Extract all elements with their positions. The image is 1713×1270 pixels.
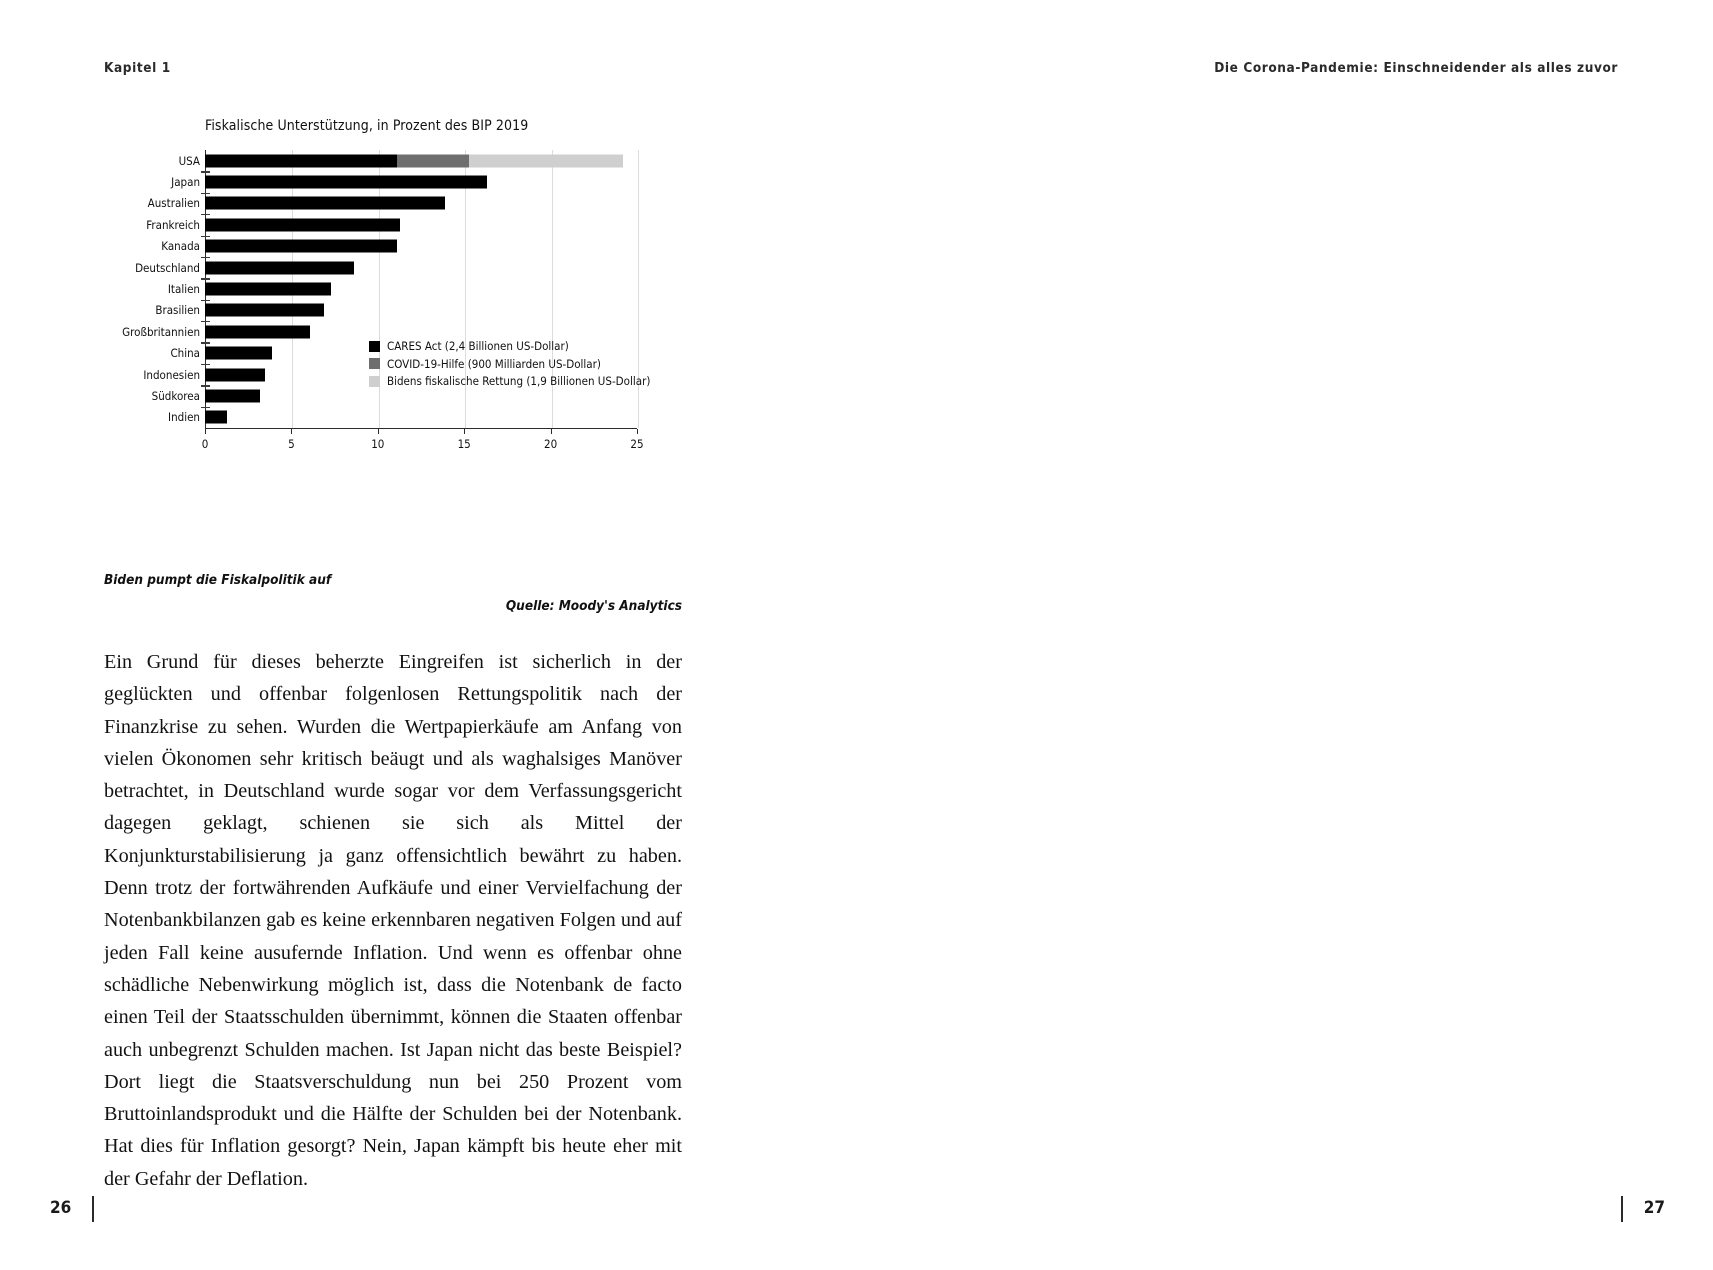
- chart-x-tick-label: 5: [288, 437, 295, 451]
- chart-bar-segment: [205, 154, 397, 168]
- figure-caption: Biden pumpt die Fiskalpolitik auf: [104, 572, 332, 588]
- paragraph: Ein Grund für dieses beherzte Eingreifen…: [104, 651, 682, 1190]
- chart-bar: [205, 325, 311, 339]
- left-column-text: Ein Grund für dieses beherzte Eingreifen…: [104, 646, 682, 1195]
- chart-y-tick: [201, 385, 210, 387]
- chart-x-tick: [637, 429, 638, 434]
- chart-bar-segment: [205, 410, 228, 424]
- chart-x-axis: [205, 428, 637, 430]
- chart-bar-segment: [396, 154, 470, 168]
- chart-x-tick: [550, 429, 552, 434]
- chart-category-label: Indien: [168, 410, 200, 425]
- chart-bar: [205, 389, 261, 403]
- chart-bar: [205, 282, 332, 296]
- chart-bar-segment: [205, 196, 446, 210]
- running-head-right: Die Corona-Pandemie: Einschneidender als…: [1214, 60, 1618, 76]
- chart-bar-segment: [205, 175, 487, 189]
- chart-category-label: Deutschland: [135, 260, 200, 275]
- chart-legend: CARES Act (2,4 Billionen US-Dollar) COVID…: [369, 339, 650, 392]
- chart-x-tick-label: 15: [457, 437, 471, 451]
- chart-bar: [205, 218, 401, 232]
- chart-y-tick: [201, 342, 210, 344]
- chart-bar-segment: [205, 218, 401, 232]
- chart-category-label: Indonesien: [143, 367, 200, 382]
- chart-x-tick-label: 20: [544, 437, 558, 451]
- figure-source: Quelle: Moody's Analytics: [505, 598, 682, 614]
- chart-y-tick: [201, 363, 210, 366]
- chart-bar: [205, 410, 228, 424]
- chart-y-tick: [201, 278, 210, 280]
- chart-bar-segment: [205, 303, 325, 317]
- chart-y-tick: [201, 192, 210, 195]
- chart-x-tick-label: 25: [630, 437, 644, 451]
- folio-rule-right: [1621, 1196, 1623, 1222]
- chart-category-label: Italien: [167, 282, 200, 296]
- bar-chart: USA Japan Australien Frankreich Kanada Deutsc…: [104, 150, 682, 451]
- chart-bar-segment: [205, 261, 354, 275]
- chart-y-tick: [201, 321, 210, 323]
- chart-bar-segment: [469, 154, 624, 168]
- chart-y-tick: [201, 256, 210, 259]
- chart-category-label: Großbritannien: [122, 324, 200, 339]
- chart-bar-segment: [205, 368, 266, 382]
- chart-x-tick: [377, 429, 379, 434]
- legend-swatch-icon: [369, 358, 380, 369]
- legend-item: CARES Act (2,4 Billionen US-Dollar): [369, 339, 650, 353]
- folio-right: 27: [1643, 1198, 1665, 1218]
- chart-category-label: USA: [178, 153, 200, 168]
- chart-y-tick: [201, 235, 210, 237]
- chart-x-tick-label: 0: [201, 437, 209, 451]
- legend-swatch-icon: [369, 375, 380, 387]
- chart-category-label: Japan: [171, 175, 200, 190]
- chart-category-label: Brasilien: [155, 303, 200, 318]
- chart-title: Fiskalische Unterstützung, in Prozent de…: [205, 118, 529, 134]
- legend-label: COVID-19-Hilfe (900 Milliarden US-Dollar…: [387, 356, 601, 371]
- chart-bar-segment: [205, 239, 397, 253]
- legend-item: Bidens fiskalische Rettung (1,9 Billione…: [369, 374, 650, 388]
- right-page: Die Corona-Pandemie: Einschneidender als…: [857, 0, 1713, 1270]
- chart-bar: [205, 239, 397, 253]
- chart-y-tick: [201, 214, 210, 216]
- folio-rule-left: [92, 1196, 94, 1222]
- chart-bar: [205, 303, 325, 317]
- chart-bar: [205, 175, 487, 189]
- chart-category-label: Australien: [147, 196, 200, 211]
- chart-category-label: Kanada: [161, 239, 200, 254]
- chart-gridline: [378, 150, 380, 428]
- legend-swatch-icon: [369, 340, 380, 352]
- chart-y-tick: [201, 171, 210, 173]
- chart-bar-segment: [205, 389, 261, 403]
- chart-y-tick: [201, 299, 210, 301]
- chart-bar: [205, 346, 273, 360]
- chart-gridline: [465, 150, 467, 428]
- chart-bar-segment: [205, 325, 311, 339]
- chart-bar: [205, 368, 266, 382]
- chart-category-label: Südkorea: [151, 388, 200, 403]
- chart-bar: [205, 261, 354, 275]
- chart-y-tick: [201, 406, 210, 408]
- left-page: Kapitel 1 Fiskalische Unterstützung, in …: [50, 60, 682, 1222]
- chart-category-labels: USA Japan Australien Frankreich Kanada Deutsc…: [104, 150, 200, 428]
- chart-category-label: Frankreich: [146, 217, 200, 232]
- chart-x-tick: [291, 429, 293, 434]
- running-head-left: Kapitel 1: [104, 60, 171, 76]
- chart-gridline: [638, 150, 639, 428]
- chart-bar-segment: [205, 282, 332, 296]
- legend-label: CARES Act (2,4 Billionen US-Dollar): [387, 339, 569, 353]
- chart-x-tick: [205, 429, 206, 434]
- chart-category-label: China: [170, 346, 200, 361]
- chart-bar-segment: [205, 346, 273, 360]
- chart-bar: [205, 154, 624, 168]
- figure-fiscal-support: Fiskalische Unterstützung, in Prozent de…: [104, 118, 682, 451]
- legend-item: COVID-19-Hilfe (900 Milliarden US-Dollar…: [369, 357, 650, 371]
- folio-left: 26: [50, 1198, 72, 1218]
- chart-gridline: [551, 150, 553, 428]
- chart-bar: [205, 196, 446, 210]
- legend-label: Bidens fiskalische Rettung (1,9 Billione…: [387, 374, 651, 388]
- chart-x-tick-label: 10: [371, 437, 385, 451]
- chart-x-tick: [464, 429, 466, 434]
